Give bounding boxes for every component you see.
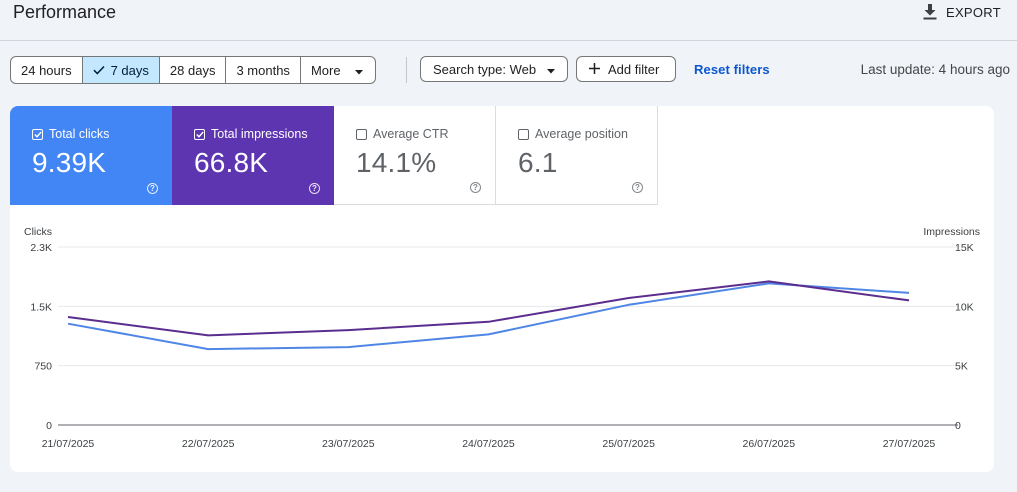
impressions-series-line — [67, 280, 910, 337]
left-tick-label: 2.3K — [30, 242, 52, 254]
right-tick-label: 0 — [955, 420, 961, 432]
right-axis-ticks: 0 5K 10K 15K — [955, 242, 974, 432]
metric-total-impressions[interactable]: Total impressions 66.8K ? — [172, 106, 334, 205]
left-axis-ticks: 0 750 1.5K 2.3K — [30, 242, 52, 432]
range-label: 28 days — [169, 62, 216, 78]
metric-value: 6.1 — [518, 147, 558, 178]
chart-grid — [58, 246, 958, 426]
export-label: EXPORT — [945, 4, 1001, 20]
add-filter-button[interactable]: Add filter — [576, 56, 676, 82]
x-tick-label: 26/07/2025 — [743, 438, 796, 450]
range-more-dropdown[interactable]: More — [301, 57, 375, 83]
range-label: 24 hours — [21, 62, 72, 78]
reset-filters-link[interactable]: Reset filters — [694, 62, 770, 77]
performance-card: Total clicks 9.39K ? Total impressions 6… — [10, 106, 994, 472]
check-icon — [93, 63, 105, 78]
range-label: 3 months — [236, 62, 290, 78]
right-tick-label: 10K — [955, 301, 974, 313]
help-icon[interactable]: ? — [632, 182, 643, 193]
date-range-selector: 24 hours 7 days 28 days 3 months More — [10, 56, 376, 84]
range-24-hours-button[interactable]: 24 hours — [11, 57, 83, 83]
search-type-dropdown[interactable]: Search type: Web — [420, 56, 568, 82]
metric-value: 9.39K — [32, 147, 107, 178]
x-axis-ticks: 21/07/2025 22/07/2025 23/07/2025 24/07/2025… — [42, 438, 936, 450]
metric-value: 66.8K — [194, 147, 269, 178]
help-icon[interactable]: ? — [147, 183, 158, 194]
x-tick-label: 24/07/2025 — [462, 438, 515, 450]
dropdown-arrow-icon — [354, 63, 363, 78]
range-28-days-button[interactable]: 28 days — [160, 57, 227, 83]
left-tick-label: 1.5K — [30, 301, 52, 313]
range-7-days-button[interactable]: 7 days — [82, 57, 160, 83]
right-tick-label: 15K — [955, 242, 974, 254]
checkbox-unchecked-icon[interactable] — [518, 128, 529, 140]
checkbox-checked-icon[interactable] — [32, 128, 43, 140]
x-tick-label: 23/07/2025 — [322, 438, 375, 450]
left-tick-label: 0 — [46, 420, 52, 432]
search-type-label: Search type: Web — [433, 61, 537, 77]
last-update-text: Last update: 4 hours ago — [860, 62, 1010, 77]
checkbox-checked-icon[interactable] — [194, 128, 205, 140]
range-label: More — [310, 62, 341, 78]
metric-average-position[interactable]: Average position 6.1 ? — [496, 106, 658, 205]
help-icon[interactable]: ? — [470, 182, 481, 193]
add-filter-label: Add filter — [608, 61, 660, 77]
x-tick-label: 22/07/2025 — [182, 438, 235, 450]
metric-total-clicks[interactable]: Total clicks 9.39K ? — [10, 106, 172, 205]
toolbar-separator — [406, 57, 407, 83]
clicks-series-line — [67, 282, 910, 351]
metric-label: Average position — [535, 127, 628, 141]
x-tick-label: 27/07/2025 — [883, 438, 936, 450]
left-axis-label: Clicks — [24, 226, 52, 238]
checkbox-unchecked-icon[interactable] — [356, 128, 367, 140]
help-icon[interactable]: ? — [309, 183, 320, 194]
right-tick-label: 5K — [955, 361, 968, 373]
x-tick-label: 25/07/2025 — [602, 438, 655, 450]
range-3-months-button[interactable]: 3 months — [226, 57, 301, 83]
header-divider — [0, 40, 1017, 41]
metric-label: Total clicks — [49, 127, 110, 141]
metric-value: 14.1% — [356, 147, 437, 178]
x-tick-label: 21/07/2025 — [42, 438, 95, 450]
right-axis-label: Impressions — [923, 226, 980, 238]
plus-icon — [589, 62, 600, 77]
page-title: Performance — [13, 2, 117, 22]
export-button[interactable]: EXPORT — [923, 1, 1001, 23]
range-label: 7 days — [110, 62, 149, 78]
download-icon — [923, 4, 937, 20]
dropdown-arrow-icon — [547, 62, 555, 77]
metric-average-ctr[interactable]: Average CTR 14.1% ? — [334, 106, 496, 205]
chart-series — [67, 280, 910, 351]
metric-label: Average CTR — [373, 127, 449, 141]
toolbar: 24 hours 7 days 28 days 3 months More Se… — [10, 56, 1010, 84]
left-tick-label: 750 — [34, 361, 52, 373]
performance-chart: Clicks Impressions 0 750 1.5K 2.3K 0 5K 10K 15… — [24, 226, 980, 450]
metric-label: Total impressions — [211, 127, 308, 141]
